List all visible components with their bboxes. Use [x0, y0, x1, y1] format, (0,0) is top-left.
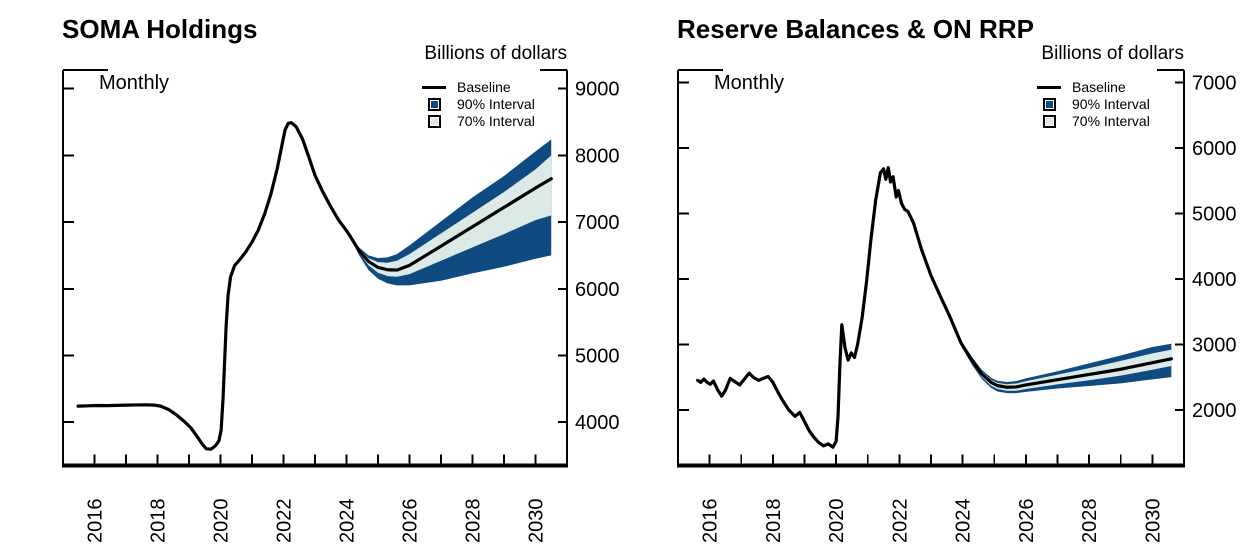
x-tick-label: 2022 [889, 499, 911, 544]
y-tick-label: 5000 [575, 345, 620, 367]
baseline-history-line [76, 121, 352, 451]
y-tick-label: 4000 [575, 412, 620, 434]
legend-reserves: Baseline 90% Interval 70% Interval [1036, 79, 1150, 130]
legend-soma: Baseline 90% Interval 70% Interval [421, 79, 535, 130]
x-tick-label: 2024 [953, 499, 975, 544]
x-tick-label: 2024 [337, 499, 359, 544]
y-tick-label: 8000 [575, 145, 620, 167]
legend-item-70-interval: 70% Interval [1036, 113, 1150, 130]
baseline-projection-line [995, 357, 1173, 389]
legend-label-70-interval: 70% Interval [1072, 113, 1150, 129]
y-tick-label: 2000 [1192, 400, 1237, 422]
legend-label-70-interval: 70% Interval [457, 113, 535, 129]
reserve-balances-chart: 2000 3000 4000 5000 6000 7000 2016 2018 2020 2022… [676, 68, 1237, 544]
baseline-projection-line [348, 177, 553, 272]
y-tick-label: 3000 [1192, 334, 1237, 356]
legend-label-baseline: Baseline [1072, 79, 1126, 95]
chart-title-soma-holdings: SOMA Holdings [62, 14, 258, 44]
legend-item-70-interval: 70% Interval [421, 113, 535, 130]
interval-70-swatch-icon [421, 115, 447, 128]
y-tick-label: 6000 [575, 279, 620, 301]
interval-90-swatch-icon [1036, 98, 1062, 111]
baseline-history-line [696, 165, 1000, 449]
legend-item-90-interval: 90% Interval [421, 96, 535, 113]
frequency-label-soma: Monthly [99, 72, 170, 94]
x-tick-label: 2020 [826, 499, 848, 544]
axes-frame [676, 68, 1186, 468]
band-70-interval [349, 155, 552, 277]
legend-label-baseline: Baseline [457, 79, 511, 95]
legend-label-90-interval: 90% Interval [1072, 96, 1150, 112]
chart-title-reserve-balances: Reserve Balances & ON RRP [677, 14, 1034, 44]
x-tick-label: 2026 [400, 499, 422, 544]
y-tick-label: 9000 [575, 79, 620, 101]
x-tick-label: 2030 [1142, 499, 1164, 544]
x-tick-label: 2028 [463, 499, 485, 544]
x-tick-label: 2016 [700, 499, 722, 544]
legend-item-baseline: Baseline [421, 79, 535, 96]
legend-item-90-interval: 90% Interval [1036, 96, 1150, 113]
x-tick-label: 2028 [1079, 499, 1101, 544]
y-tick-label: 5000 [1192, 203, 1237, 225]
x-tick-label: 2018 [148, 499, 170, 544]
y-tick-label: 7000 [575, 212, 620, 234]
legend-item-baseline: Baseline [1036, 79, 1150, 96]
interval-70-swatch-icon [1036, 115, 1062, 128]
x-tick-label: 2018 [763, 499, 785, 544]
y-tick-label: 4000 [1192, 269, 1237, 291]
x-tick-label: 2026 [1016, 499, 1038, 544]
x-tick-label: 2016 [85, 499, 107, 544]
band-90-interval [349, 139, 552, 286]
units-label-reserves: Billions of dollars [1041, 43, 1184, 64]
x-tick-label: 2022 [274, 499, 296, 544]
frequency-label-reserves: Monthly [714, 72, 785, 94]
baseline-line-symbol [421, 86, 447, 89]
x-tick-label: 2020 [211, 499, 233, 544]
band-70-interval [940, 296, 1172, 391]
units-label-soma: Billions of dollars [424, 43, 567, 64]
y-tick-label: 7000 [1192, 72, 1237, 94]
y-tick-label: 6000 [1192, 138, 1237, 160]
baseline-line-symbol [1036, 86, 1062, 89]
legend-label-90-interval: 90% Interval [457, 96, 535, 112]
soma-holdings-chart: 4000 5000 6000 7000 8000 9000 2016 2018 2020 2022… [61, 68, 620, 544]
x-tick-label: 2030 [526, 499, 548, 544]
interval-90-swatch-icon [421, 98, 447, 111]
